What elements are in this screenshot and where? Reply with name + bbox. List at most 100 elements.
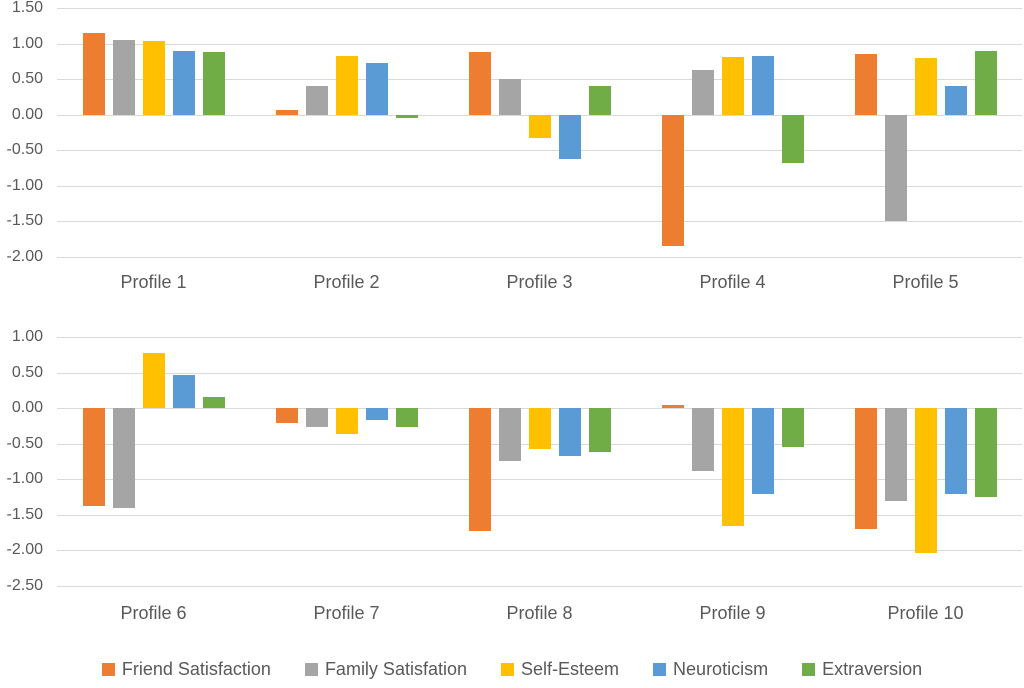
gridline <box>57 8 1022 9</box>
x-axis-category-label: Profile 6 <box>120 602 187 623</box>
x-axis-category-label: Profile 8 <box>506 602 573 623</box>
bar <box>691 69 714 115</box>
bar <box>275 408 298 424</box>
bar <box>558 408 581 456</box>
legend-swatch-icon <box>653 662 667 676</box>
y-axis-tick-label: -0.50 <box>6 434 43 452</box>
gridline <box>57 514 1022 516</box>
bar <box>661 405 684 409</box>
bar <box>468 52 491 115</box>
y-axis-tick-label: 1.00 <box>11 34 43 52</box>
bar <box>854 408 877 530</box>
y-axis-tick-label: -2.00 <box>6 541 43 559</box>
bar <box>142 352 165 409</box>
bar <box>498 408 521 462</box>
bar <box>275 110 298 115</box>
bar <box>781 408 804 448</box>
bottom-chart-plot-area <box>57 337 1022 587</box>
bar-group <box>636 8 829 257</box>
gridline <box>57 550 1022 552</box>
bar <box>588 408 611 453</box>
bar <box>305 86 328 115</box>
y-axis-tick-label: 1.00 <box>11 328 43 345</box>
legend-item: Self-Esteem <box>501 659 619 680</box>
bar <box>914 408 937 554</box>
top-chart-x-axis-labels: Profile 1 Profile 2 Profile 3 Profile 4 Prof… <box>57 265 1022 299</box>
bar <box>528 408 551 450</box>
legend-swatch-icon <box>101 662 115 676</box>
bar <box>661 114 684 246</box>
bottom-chart-y-axis: 1.00 0.50 0.00 -0.50 -1.00 -1.50 -2.00 -2.50 <box>0 328 49 594</box>
bar <box>854 54 877 115</box>
bar <box>395 408 418 427</box>
legend-item: Neuroticism <box>653 659 768 680</box>
bar <box>365 63 388 115</box>
gridline <box>57 150 1022 152</box>
x-axis-category-label: Profile 9 <box>699 602 766 623</box>
x-axis-category-label: Profile 7 <box>313 602 380 623</box>
legend-swatch-icon <box>802 662 816 676</box>
bar <box>82 408 105 507</box>
bar <box>172 374 195 409</box>
bar <box>112 40 135 115</box>
y-axis-tick-label: 1.50 <box>11 0 43 16</box>
top-chart-y-axis: 1.50 1.00 0.50 0.00 -0.50 -1.00 -1.50 -2.00 <box>0 0 49 265</box>
legend-label: Family Satisfation <box>324 658 467 679</box>
bar <box>335 56 358 115</box>
legend-item: Extraversion <box>802 659 922 680</box>
bar <box>528 114 551 139</box>
y-axis-tick-label: 0.50 <box>11 70 43 88</box>
y-axis-tick-label: -1.00 <box>6 470 43 488</box>
top-chart-plot-area <box>57 8 1022 258</box>
y-axis-tick-label: -1.00 <box>6 176 43 194</box>
bar <box>82 32 105 115</box>
legend-item: Family Satisfation <box>304 658 467 680</box>
x-axis-category-label: Profile 4 <box>699 271 766 292</box>
legend-swatch-icon <box>501 662 514 676</box>
y-axis-tick-label: -2.00 <box>6 248 43 265</box>
gridline <box>57 185 1022 187</box>
bar <box>914 57 937 115</box>
bar <box>202 397 225 409</box>
gridline <box>57 586 1022 587</box>
gridline <box>57 257 1022 258</box>
bar <box>335 408 358 435</box>
x-axis-category-label: Profile 2 <box>313 271 380 292</box>
bar <box>721 408 744 526</box>
y-axis-tick-label: 0.00 <box>11 105 43 123</box>
bar <box>588 86 611 115</box>
bar <box>944 408 967 494</box>
legend-label: Neuroticism <box>673 658 769 679</box>
bar-group <box>57 337 250 586</box>
gridline <box>57 221 1022 223</box>
gridline <box>57 337 1022 338</box>
x-axis-category-label: Profile 5 <box>892 271 959 292</box>
y-axis-tick-label: -1.50 <box>6 212 43 230</box>
gridline <box>57 479 1022 481</box>
bottom-chart: 1.00 0.50 0.00 -0.50 -1.00 -1.50 -2.00 -2.50 <box>0 328 1024 594</box>
bar <box>751 56 774 115</box>
x-axis-category-label: Profile 1 <box>120 271 187 292</box>
bar <box>974 50 997 115</box>
bar <box>142 40 165 115</box>
bar <box>112 408 135 508</box>
y-axis-tick-label: 0.00 <box>11 399 43 417</box>
bar-group <box>250 8 443 257</box>
legend-label: Self-Esteem <box>521 658 620 679</box>
bar <box>365 408 388 421</box>
bar-group <box>250 337 443 586</box>
y-axis-tick-label: -0.50 <box>6 141 43 159</box>
bar <box>498 79 521 115</box>
bar <box>468 408 491 531</box>
bar-group <box>829 8 1022 257</box>
legend: Friend Satisfaction Family Satisfation Sel… <box>0 650 1024 688</box>
bar <box>305 408 328 427</box>
bar <box>751 408 774 494</box>
bar <box>721 57 744 115</box>
y-axis-tick-label: -1.50 <box>6 505 43 523</box>
bar <box>781 114 804 164</box>
bottom-chart-x-axis-labels: Profile 6 Profile 7 Profile 8 Profile 9 Prof… <box>57 596 1022 630</box>
x-axis-category-label: Profile 10 <box>887 602 964 623</box>
bar <box>974 408 997 498</box>
